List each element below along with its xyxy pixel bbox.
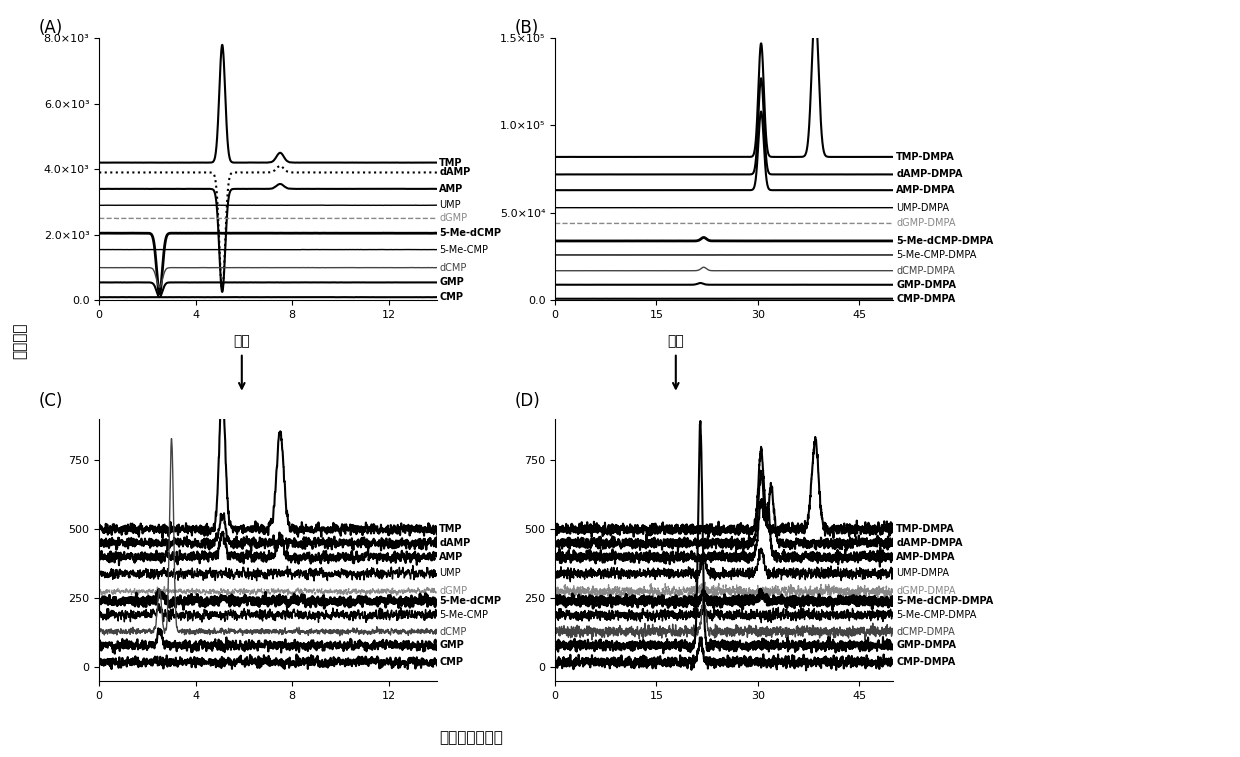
Text: 5-Me-CMP-DMPA: 5-Me-CMP-DMPA: [897, 610, 977, 620]
Text: CMP-DMPA: CMP-DMPA: [897, 657, 956, 667]
Text: dCMP: dCMP: [439, 263, 466, 273]
Text: 放大: 放大: [233, 335, 250, 348]
Text: TMP: TMP: [439, 157, 463, 167]
Text: UMP-DMPA: UMP-DMPA: [897, 569, 949, 578]
Text: AMP-DMPA: AMP-DMPA: [897, 552, 956, 562]
Text: dGMP-DMPA: dGMP-DMPA: [897, 587, 956, 597]
Text: dCMP-DMPA: dCMP-DMPA: [897, 266, 955, 276]
Text: (A): (A): [38, 19, 63, 36]
Text: (D): (D): [515, 391, 541, 410]
Text: AMP-DMPA: AMP-DMPA: [897, 185, 956, 195]
Text: UMP-DMPA: UMP-DMPA: [897, 203, 949, 213]
Text: dAMP: dAMP: [439, 538, 470, 548]
Text: CMP: CMP: [439, 292, 464, 302]
Text: dGMP-DMPA: dGMP-DMPA: [897, 219, 956, 229]
Text: 信号响应: 信号响应: [12, 322, 27, 359]
Text: UMP: UMP: [439, 569, 461, 578]
Text: dAMP-DMPA: dAMP-DMPA: [897, 538, 962, 548]
Text: AMP: AMP: [439, 184, 464, 194]
Text: GMP-DMPA: GMP-DMPA: [897, 640, 956, 650]
Text: dCMP: dCMP: [439, 627, 466, 637]
Text: (B): (B): [515, 19, 539, 36]
Text: 5-Me-dCMP: 5-Me-dCMP: [439, 596, 501, 606]
Text: (C): (C): [38, 391, 63, 410]
Text: GMP-DMPA: GMP-DMPA: [897, 280, 956, 290]
Text: TMP-DMPA: TMP-DMPA: [897, 152, 955, 162]
Text: 放大: 放大: [667, 335, 684, 348]
Text: TMP: TMP: [439, 525, 463, 534]
Text: 5-Me-CMP-DMPA: 5-Me-CMP-DMPA: [897, 250, 977, 260]
Text: dGMP: dGMP: [439, 213, 467, 223]
Text: CMP: CMP: [439, 657, 464, 667]
Text: UMP: UMP: [439, 201, 461, 210]
Text: GMP: GMP: [439, 640, 464, 650]
Text: dGMP: dGMP: [439, 587, 467, 597]
Text: dAMP-DMPA: dAMP-DMPA: [897, 170, 962, 179]
Text: 5-Me-dCMP-DMPA: 5-Me-dCMP-DMPA: [897, 236, 993, 246]
Text: AMP: AMP: [439, 552, 464, 562]
Text: 5-Me-dCMP-DMPA: 5-Me-dCMP-DMPA: [897, 596, 993, 606]
Text: 5-Me-CMP: 5-Me-CMP: [439, 245, 489, 254]
Text: 保留时间（分）: 保留时间（分）: [439, 730, 503, 745]
Text: dCMP-DMPA: dCMP-DMPA: [897, 627, 955, 637]
Text: 5-Me-dCMP: 5-Me-dCMP: [439, 228, 501, 238]
Text: TMP-DMPA: TMP-DMPA: [897, 525, 955, 534]
Text: GMP: GMP: [439, 277, 464, 288]
Text: dAMP: dAMP: [439, 167, 470, 177]
Text: 5-Me-CMP: 5-Me-CMP: [439, 610, 489, 620]
Text: CMP-DMPA: CMP-DMPA: [897, 294, 956, 304]
